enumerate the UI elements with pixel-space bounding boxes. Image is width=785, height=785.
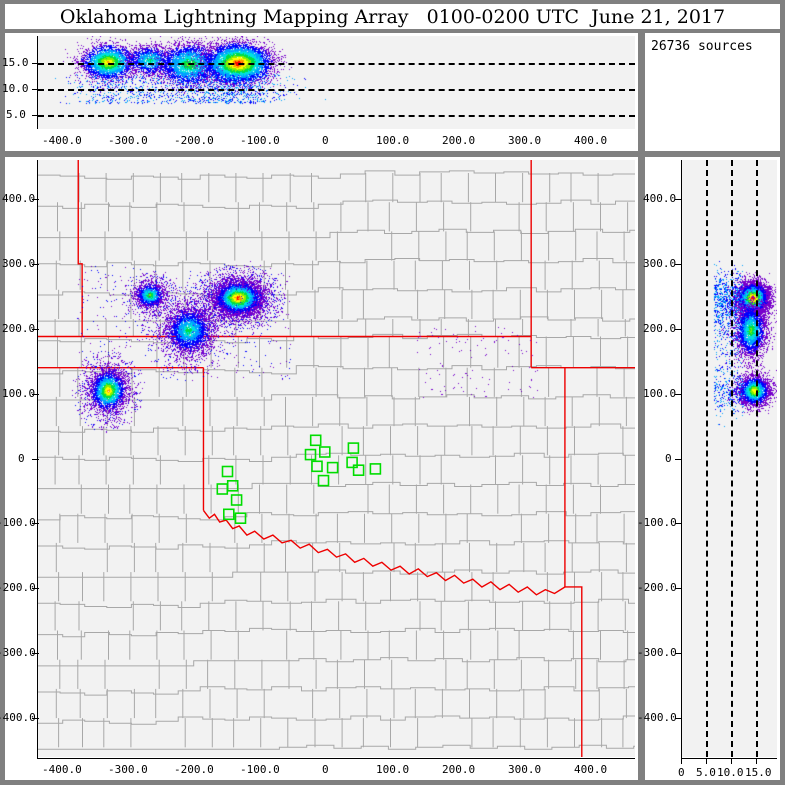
map-ytick-300	[32, 263, 39, 265]
right-ylabel-100: 100.0	[643, 386, 677, 400]
map-xlabel-100: 100.0	[376, 763, 410, 776]
right-ytick--400	[675, 718, 682, 720]
map-ytick-200	[32, 328, 39, 330]
top-xlabel-400: 400.0	[574, 134, 608, 147]
right-xtick-0	[681, 758, 682, 764]
map-ylabel-400: 400.0	[2, 191, 36, 205]
right-ytick-300	[675, 263, 682, 265]
right-ytick-200	[675, 328, 682, 330]
right-ytick--300	[675, 653, 682, 655]
sources-panel: 26736 sources	[645, 33, 780, 151]
right-ytick--200	[675, 588, 682, 590]
right-ytick-100	[675, 393, 682, 395]
map-ylabel-0: 0	[18, 451, 25, 465]
map-ylabel-300: 300.0	[2, 256, 36, 270]
gridline-10km	[38, 89, 635, 91]
right-ytick--100	[675, 523, 682, 525]
map-xlabel--200: -200.0	[174, 763, 214, 776]
right-ylabel--100: -100.0	[637, 516, 677, 530]
map-ytick-0	[32, 458, 39, 460]
right-ylabel-0: 0	[665, 451, 672, 465]
top-xaxis-labels: -400.0 -300.0 -200.0 -100.0 0 100.0 200.…	[5, 129, 638, 151]
map-ylabel--200: -200.0	[0, 581, 36, 595]
map-xaxis-labels: -400.0 -300.0 -200.0 -100.0 0 100.0 200.…	[5, 760, 638, 780]
top-ytick-15	[32, 63, 38, 64]
map-xlabel-200: 200.0	[442, 763, 476, 776]
right-xlabel-15: 15.0	[745, 766, 772, 779]
map-ytick-400	[32, 198, 39, 200]
right-xtick-5	[706, 758, 707, 764]
top-ytick-5	[32, 115, 38, 116]
north-vs-altitude-panel: 400.0 300.0 200.0 100.0 0 -100.0 -200.0 -300.0 -…	[637, 157, 780, 780]
right-ytick-400	[675, 198, 682, 200]
top-xlabel--300: -300.0	[108, 134, 148, 147]
top-xlabel--400: -400.0	[42, 134, 82, 147]
right-ylabel-300: 300.0	[643, 256, 677, 270]
gridline-5km-right	[706, 160, 708, 757]
map-xlabel-400: 400.0	[574, 763, 608, 776]
map-ylabel--400: -400.0	[0, 711, 36, 725]
title-bar: Oklahoma Lightning Mapping Array 0100-02…	[5, 4, 780, 29]
right-x-axis	[681, 758, 777, 759]
altitude-vs-east-panel: 0 5.0 10.0 15.0	[2, 33, 638, 147]
right-ytick-0	[675, 458, 682, 460]
top-ylabel-15: 15.0	[2, 56, 29, 69]
right-xtick-10	[731, 758, 732, 764]
map-ytick--400	[32, 718, 39, 720]
map-ytick--200	[32, 588, 39, 590]
map-y-axis	[37, 160, 38, 759]
map-xlabel--400: -400.0	[42, 763, 82, 776]
right-xlabel-0: 0	[678, 766, 685, 779]
right-xtick-15	[756, 758, 757, 764]
top-ytick-10	[32, 89, 38, 90]
top-xlabel--100: -100.0	[240, 134, 280, 147]
plan-view-map	[38, 160, 635, 757]
right-ylabel-400: 400.0	[643, 191, 677, 205]
map-ylabel--300: -300.0	[0, 646, 36, 660]
top-xlabel--200: -200.0	[174, 134, 214, 147]
altitude-vs-east-plot	[38, 36, 635, 141]
map-xlabel-0: 0	[322, 763, 329, 776]
map-x-axis	[37, 758, 635, 759]
right-ylabel--200: -200.0	[637, 581, 677, 595]
top-xlabel-200: 200.0	[442, 134, 476, 147]
right-ylabel--400: -400.0	[637, 711, 677, 725]
right-ylabel-200: 200.0	[643, 321, 677, 335]
right-xlabel-10: 10.0	[717, 766, 744, 779]
top-ylabel-10: 10.0	[2, 82, 29, 95]
map-ylabel-100: 100.0	[2, 386, 36, 400]
gridline-5km	[38, 115, 635, 117]
map-ytick--100	[32, 523, 39, 525]
gridline-10km-right	[731, 160, 733, 757]
top-ylabel-5: 5.0	[6, 108, 26, 121]
plan-view-panel	[5, 157, 638, 780]
right-xlabel-5: 5.0	[696, 766, 716, 779]
gridline-15km-right	[756, 160, 758, 757]
top-xlabel-300: 300.0	[508, 134, 542, 147]
page-title: Oklahoma Lightning Mapping Array 0100-02…	[59, 5, 726, 28]
map-xlabel--300: -300.0	[108, 763, 148, 776]
map-xlabel--100: -100.0	[240, 763, 280, 776]
right-ylabel--300: -300.0	[637, 646, 677, 660]
north-vs-altitude-plot	[682, 160, 777, 757]
map-ylabel--100: -100.0	[0, 516, 36, 530]
map-ytick-100	[32, 393, 39, 395]
top-xlabel-0: 0	[322, 134, 329, 147]
right-y-axis	[681, 160, 682, 759]
sources-count-label: 26736 sources	[651, 39, 753, 54]
map-ytick--300	[32, 653, 39, 655]
map-ylabel-200: 200.0	[2, 321, 36, 335]
gridline-15km	[38, 63, 635, 65]
map-xlabel-300: 300.0	[508, 763, 542, 776]
top-xlabel-100: 100.0	[376, 134, 410, 147]
